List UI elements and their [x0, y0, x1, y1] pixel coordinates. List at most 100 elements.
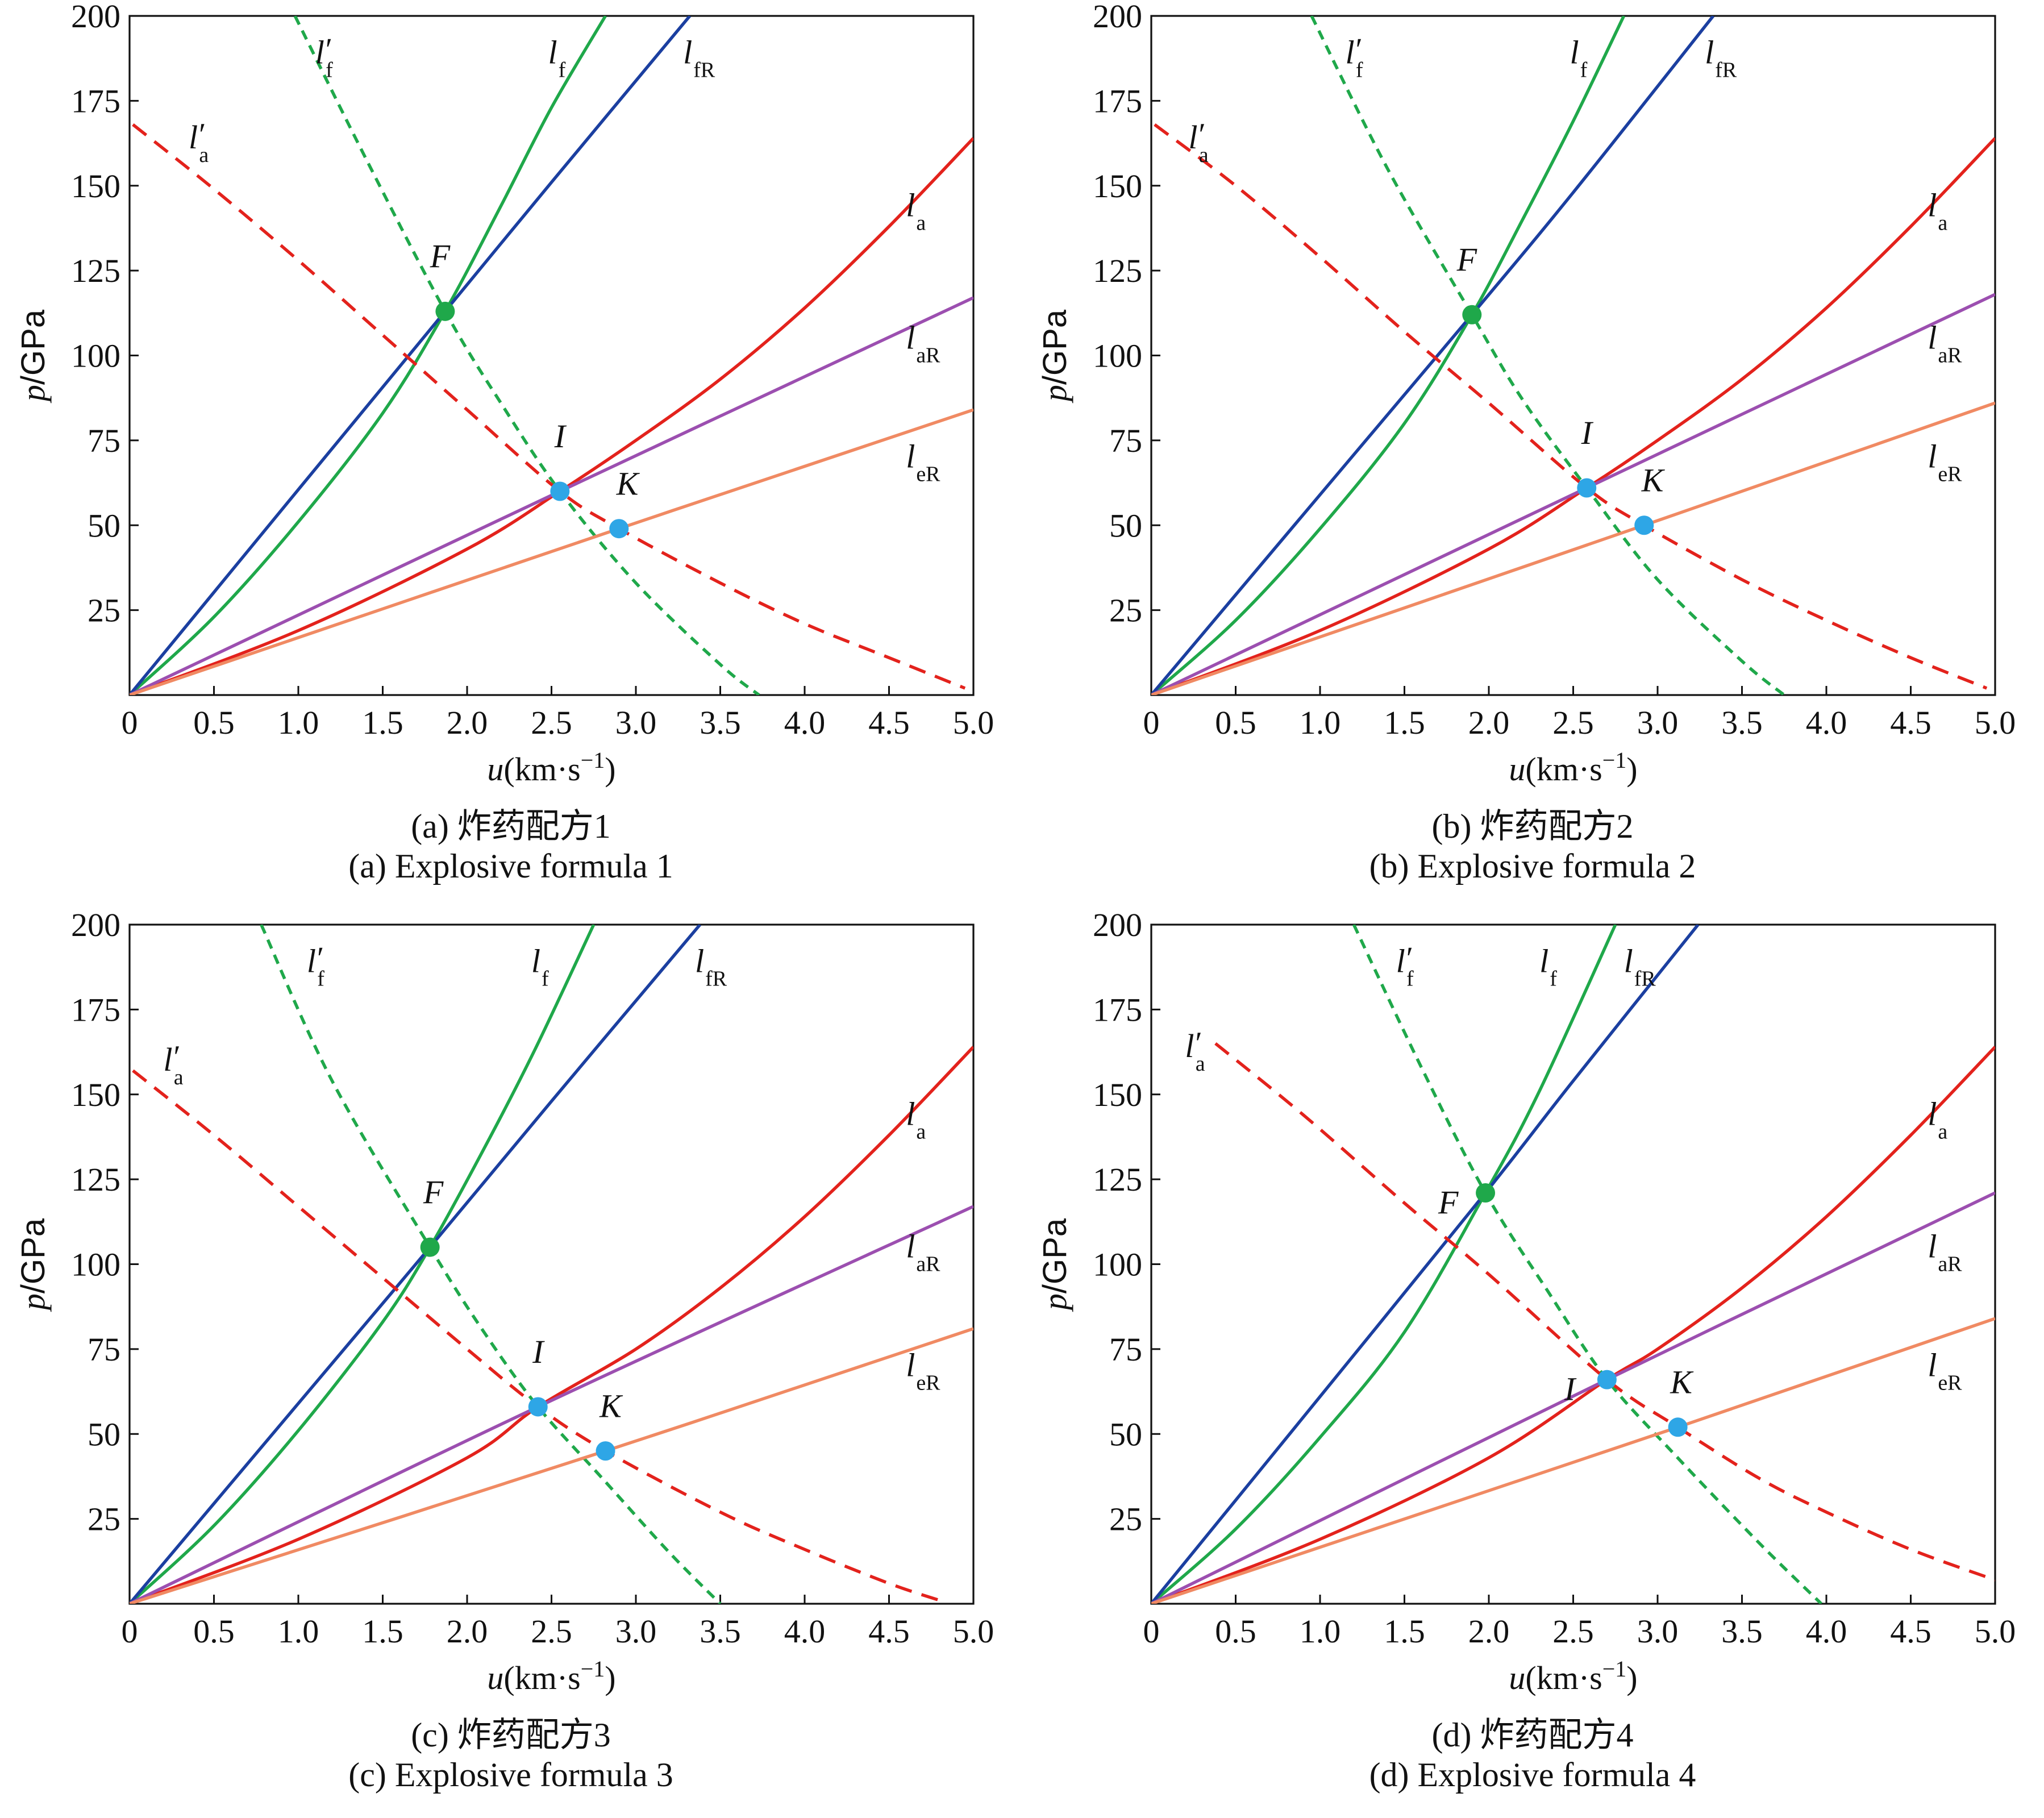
x-tick-label: 4.5 [868, 1613, 910, 1650]
series-line-ler [130, 408, 973, 695]
x-tick-label: 2.0 [1468, 704, 1510, 741]
x-axis-label: u(km·s−1) [1509, 747, 1637, 788]
chart-c: 0 0.5 1.0 1.5 2.0 2.5 3.0 3.5 4.0 4.5 5.0 25 50 75 100… [15, 906, 994, 1696]
y-tick-label: 100 [71, 338, 120, 375]
x-tick-label: 0 [122, 704, 138, 741]
point-k-label: K [616, 465, 640, 502]
caption-en-c: (c) Explosive formula 3 [348, 1756, 673, 1794]
series-line-lar [130, 1205, 973, 1604]
point-i-marker [1597, 1370, 1617, 1389]
series-line-la-prime [132, 1069, 940, 1602]
series-line-la [130, 1046, 973, 1604]
y-tick-label: 25 [88, 1501, 120, 1538]
series-line-lf [130, 16, 607, 695]
x-tick-label: 0.5 [1215, 704, 1256, 741]
series-label-lar: laR [906, 1228, 940, 1276]
x-tick-label: 2.0 [1468, 1613, 1510, 1650]
y-tick-label: 50 [88, 507, 120, 544]
x-tick-label: 3.0 [1637, 1613, 1679, 1650]
series-label-la-prime: l′ a [189, 117, 209, 167]
x-tick-label: 2.5 [1552, 1613, 1594, 1650]
series-label-la-prime: l′ a [1185, 1026, 1205, 1076]
y-axis-label: p/GPa [15, 1218, 52, 1312]
x-tick-label: 2.5 [531, 704, 572, 741]
series-line-la-prime [1214, 1042, 1995, 1582]
x-tick-label: 5.0 [953, 1613, 994, 1650]
x-tick-label: 0.5 [193, 704, 235, 741]
series-line-ler [1151, 401, 1995, 695]
series-label-lfr: lfR [695, 943, 727, 991]
x-tick-label: 5.0 [1975, 704, 2016, 741]
caption-cn-b: (b) 炸药配方2 [1431, 808, 1634, 845]
series-line-ler [1151, 1317, 1995, 1604]
x-tick-label: 2.0 [447, 1613, 488, 1650]
y-tick-label: 100 [1093, 1246, 1142, 1283]
y-tick-label: 50 [1109, 507, 1142, 544]
point-f-marker [1462, 305, 1482, 325]
series-label-lf-prime: l′ f [1346, 32, 1363, 82]
point-k-label: K [1670, 1364, 1694, 1401]
y-tick-label: 75 [1109, 1331, 1142, 1368]
plot-frame [1150, 923, 1996, 1605]
series-line-la [1151, 1046, 1995, 1604]
x-tick-label: 2.5 [1552, 704, 1594, 741]
series-line-lar [130, 296, 973, 695]
chart-a: 0 0.5 1.0 1.5 2.0 2.5 3.0 3.5 4.0 4.5 5.0 25 50 75 100… [15, 0, 994, 788]
series-label-la-prime: l′ a [1188, 117, 1208, 167]
series-label-lfr: lfR [1624, 943, 1656, 991]
x-tick-label: 1.5 [1384, 704, 1425, 741]
y-tick-label: 25 [1109, 1501, 1142, 1538]
point-k-label: K [599, 1387, 623, 1424]
x-tick-label: 2.5 [531, 1613, 572, 1650]
caption-en-a: (a) Explosive formula 1 [348, 847, 673, 885]
point-f-label: F [430, 238, 451, 274]
y-tick-label: 25 [88, 592, 120, 629]
point-k-label: K [1641, 462, 1666, 499]
x-tick-label: 3.0 [615, 704, 657, 741]
y-tick-label: 175 [1093, 991, 1142, 1028]
series-label-ler: leR [1928, 438, 1962, 486]
caption-cn-d: (d) 炸药配方4 [1431, 1716, 1634, 1754]
series-line-lf-prime [260, 925, 722, 1604]
caption-en-b: (b) Explosive formula 2 [1369, 847, 1696, 885]
series-line-lf-prime [1310, 16, 1785, 695]
y-axis-label: p/GPa [15, 309, 52, 403]
series-label-lf: lf [548, 34, 566, 82]
panel-b: 0 0.5 1.0 1.5 2.0 2.5 3.0 3.5 4.0 4.5 5.0 25 50 75 100… [1022, 0, 2043, 909]
y-tick-label: 200 [71, 906, 120, 943]
series-label-ler: leR [1928, 1347, 1962, 1395]
point-i-marker [1577, 478, 1597, 498]
series-line-lf [130, 925, 596, 1604]
series-line-la [130, 137, 973, 695]
x-tick-label: 4.0 [1806, 704, 1847, 741]
y-tick-label: 25 [1109, 592, 1142, 629]
point-f-marker [420, 1237, 440, 1257]
series-line-lfr [1151, 925, 1700, 1604]
x-tick-label: 3.5 [700, 704, 741, 741]
point-i-marker [550, 481, 570, 501]
point-k-marker [1634, 515, 1654, 535]
y-tick-label: 200 [1093, 0, 1142, 35]
y-axis-label: p/GPa [1036, 309, 1073, 403]
y-tick-label: 75 [88, 1331, 120, 1368]
point-k-marker [609, 519, 629, 539]
y-tick-label: 150 [71, 1076, 120, 1113]
series-label-lar: laR [906, 319, 940, 368]
x-tick-label: 4.5 [1890, 1613, 1931, 1650]
point-k-marker [596, 1441, 615, 1461]
x-tick-label: 0.5 [193, 1613, 235, 1650]
series-label-la: la [906, 1096, 926, 1144]
y-tick-label: 50 [1109, 1416, 1142, 1453]
series-label-lar: laR [1928, 319, 1962, 368]
point-k-marker [1668, 1417, 1688, 1437]
x-tick-label: 4.5 [1890, 704, 1931, 741]
y-tick-label: 150 [1093, 1076, 1142, 1113]
series-label-lf-prime: l′ f [1396, 941, 1414, 991]
caption-en-d: (d) Explosive formula 4 [1369, 1756, 1696, 1794]
series-label-la: la [906, 187, 926, 235]
x-tick-label: 5.0 [1975, 1613, 2016, 1650]
y-tick-label: 125 [1093, 1161, 1142, 1198]
series-line-lf [1151, 925, 1617, 1604]
caption-cn-c: (c) 炸药配方3 [411, 1716, 611, 1754]
